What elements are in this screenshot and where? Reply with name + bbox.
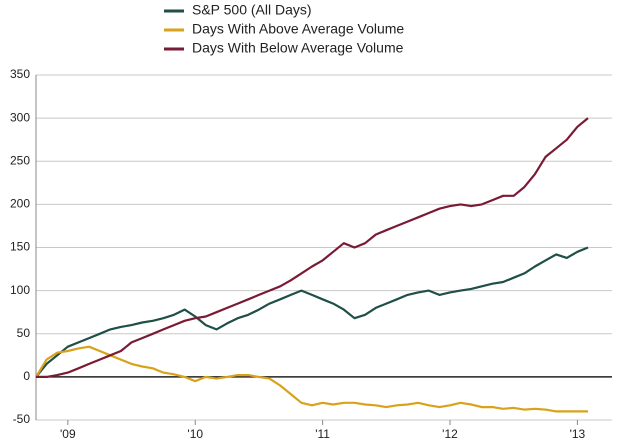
series-line [35,345,588,413]
y-tick-label: 50 [17,326,31,340]
x-tick-label: '11 [315,427,330,441]
x-tick-label: '12 [442,427,458,441]
legend-label: Days With Above Average Volume [192,21,404,37]
y-tick-label: 200 [10,197,30,211]
series-line [36,117,589,378]
legend-label: S&P 500 (All Days) [192,2,312,18]
y-tick-label: 300 [10,110,30,124]
x-tick-label: '10 [187,427,203,441]
y-tick-label: 150 [10,240,30,254]
y-tick-label: 250 [10,153,30,167]
legend-label: Days With Below Average Volume [192,40,404,56]
legend: S&P 500 (All Days) Days With Above Averag… [164,2,404,56]
x-tick-label: '13 [570,427,586,441]
y-tick-label: -50 [13,412,31,426]
y-tick-label: 100 [10,283,30,297]
series-line [35,246,589,378]
x-tick-label: '09 [60,427,76,441]
y-tick-label: 350 [10,67,30,81]
y-tick-label: 0 [23,369,30,383]
